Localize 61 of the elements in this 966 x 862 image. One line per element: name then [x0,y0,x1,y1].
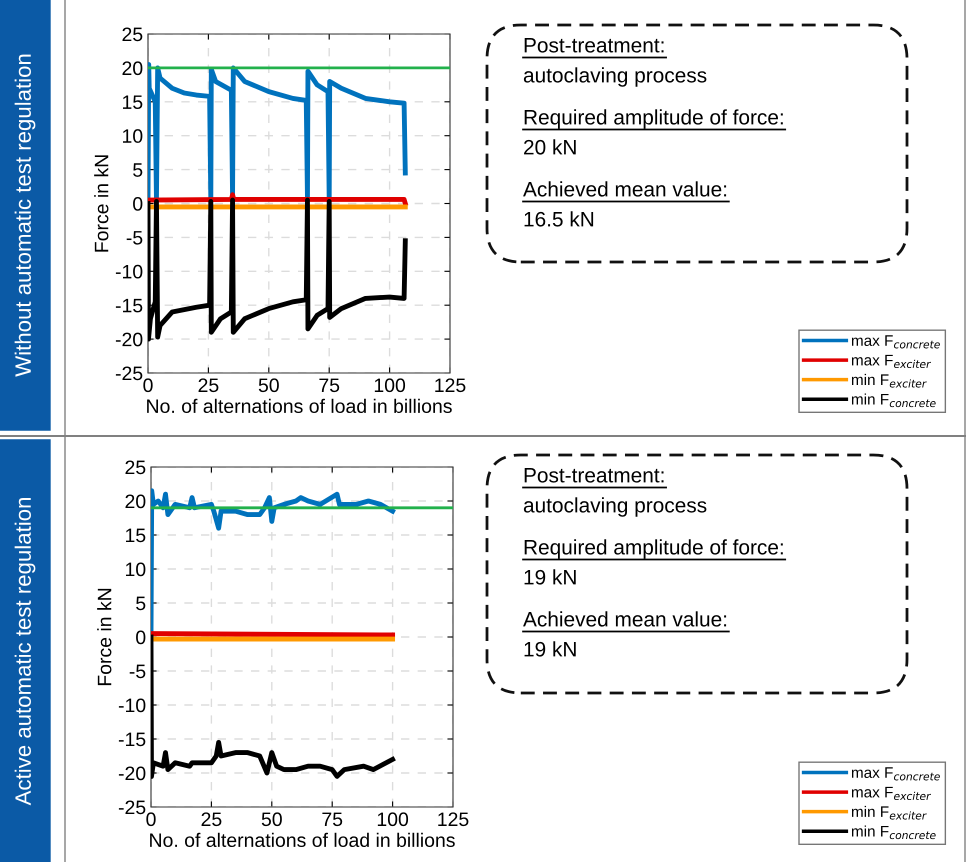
y-tick-label: -5 [126,231,142,245]
y-axis-title: Force in kN [94,155,108,252]
y-tick-label: 0 [133,196,142,211]
text: Required amplitude of force: [524,109,783,129]
y-tick-label: 25 [122,27,142,42]
y-tick-label: 15 [126,528,146,542]
x-axis-title: No. of alternations of load in billions [150,832,455,848]
legend-label: min F$_{exciter}$ [852,806,927,820]
x-tick-label: 125 [435,378,466,392]
line-series [148,192,408,206]
y-tick-label: 10 [126,562,146,576]
x-tick-label: 125 [438,812,468,826]
x-tick-label: 100 [378,812,408,826]
legend-label: min F$_{exciter}$ [852,374,927,388]
y-tick-label: 20 [125,494,146,508]
x-tick-label: 50 [262,812,282,826]
legend-label: max F$_{concrete}$ [852,767,940,780]
text: autoclaving process [524,67,706,87]
legend-label: max F$_{concrete}$ [852,335,940,348]
text: autoclaving process [524,497,706,517]
x-axis-title: No. of alternations of load in billions [147,398,452,414]
y-tick-label: -20 [116,332,142,346]
y-tick-label: -10 [116,264,142,279]
legend-label: max F$_{exciter}$ [852,786,932,800]
y-tick-label: -25 [116,366,142,380]
text: Active automatic test regulation [14,498,36,806]
text: 19 kN [524,569,576,585]
y-tick-label: -10 [118,698,146,712]
x-tick-label: 25 [202,812,222,826]
legend-label: min F$_{concrete}$ [852,393,936,408]
legend-label: max F$_{exciter}$ [852,354,932,368]
y-tick-label: 25 [125,460,146,474]
text: Achieved mean value: [523,181,726,197]
text: Achieved mean value: [523,611,726,627]
y-tick-label: 5 [133,163,142,177]
y-tick-label: -20 [118,766,146,780]
x-tick-label: 0 [146,812,156,826]
text: 19 kN [524,641,576,657]
x-tick-label: 75 [319,378,340,392]
y-tick-label: 0 [136,630,146,644]
text: Required amplitude of force: [524,539,783,559]
text: 20 kN [524,139,576,155]
y-tick-label: 10 [122,129,142,143]
y-tick-label: -15 [116,298,142,312]
legend-label: min F$_{concrete}$ [852,825,936,840]
line-series [151,634,396,779]
text: Without automatic test regulation [14,54,36,377]
x-tick-label: 25 [198,378,218,392]
text: Post-treatment: [524,38,664,53]
y-axis-title: Force in kN [97,588,112,686]
x-tick-label: 50 [258,378,279,392]
x-tick-label: 75 [322,812,342,826]
text: 16.5 kN [524,211,594,227]
y-tick-label: -25 [118,800,146,814]
y-tick-label: -15 [118,732,146,746]
y-tick-label: 20 [122,61,142,76]
y-tick-label: -5 [130,664,146,678]
y-tick-label: 15 [122,95,142,110]
x-tick-label: 100 [374,378,406,392]
text: Post-treatment: [524,468,664,483]
y-tick-label: 5 [136,596,146,610]
